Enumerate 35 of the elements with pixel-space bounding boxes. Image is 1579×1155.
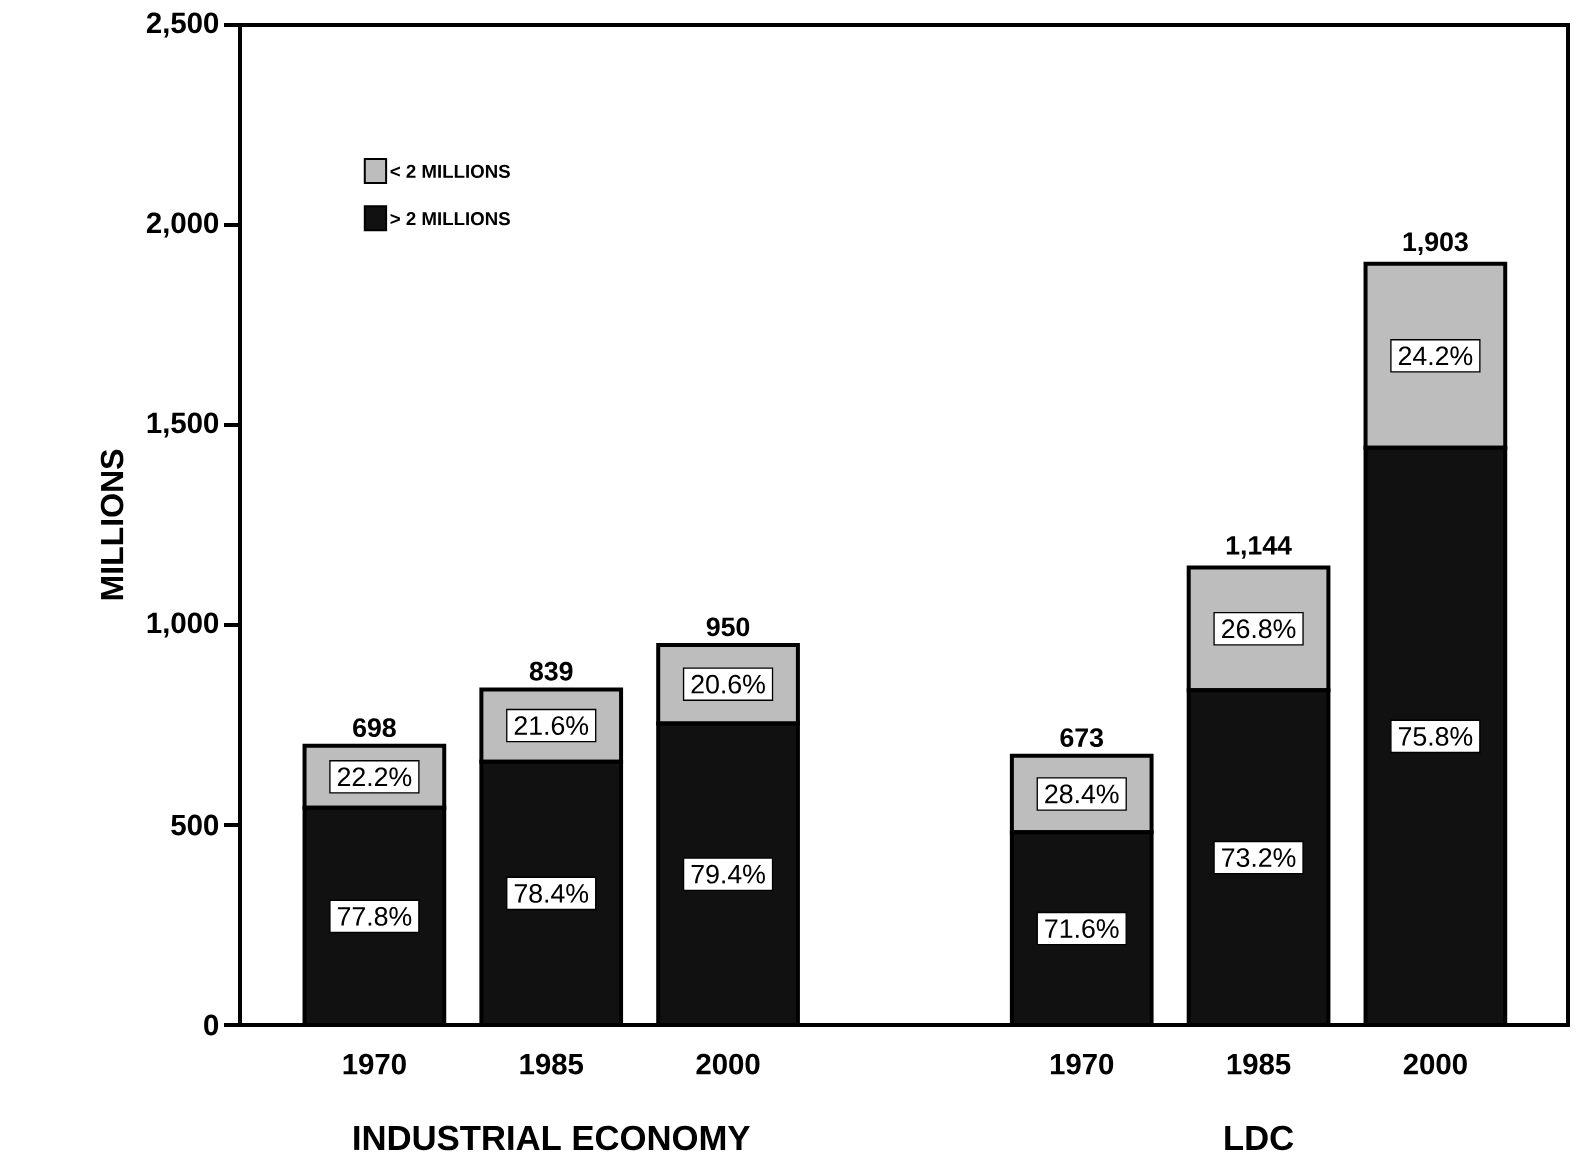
y-tick-label: 2,000	[146, 212, 219, 238]
legend-label: < 2 MILLIONS	[390, 164, 510, 178]
annotation: 20.6%	[691, 674, 765, 694]
annotation: 24.2%	[1398, 346, 1473, 366]
x-tick-label: 1970	[1050, 1053, 1114, 1075]
y-tick-label: 2,500	[146, 12, 219, 38]
annotation: 71.6%	[1045, 919, 1119, 939]
x-tick-label: 2000	[696, 1053, 760, 1075]
x-tick-label: 1985	[1227, 1053, 1291, 1075]
total-label: 1,903	[1403, 232, 1468, 256]
x-tick-label: 1970	[343, 1053, 406, 1075]
text: LDC	[1225, 1125, 1294, 1151]
legend-label: > 2 MILLIONS	[390, 212, 510, 226]
x-tick-label: 1985	[520, 1053, 584, 1075]
annotation: 78.4%	[514, 883, 589, 903]
annotation: 26.8%	[1222, 619, 1296, 639]
total-label: 673	[1060, 728, 1103, 748]
y-tick-label: 1,000	[147, 612, 219, 638]
total-label: 950	[706, 617, 750, 637]
text: INDUSTRIAL ECONOMY	[354, 1125, 750, 1151]
x-tick-label: 2000	[1403, 1053, 1467, 1075]
annotation: 28.4%	[1045, 784, 1119, 804]
y-axis-title: MILLIONS	[100, 449, 124, 600]
annotation: 79.4%	[691, 864, 765, 884]
annotation: 22.2%	[337, 767, 412, 787]
y-tick-label: 500	[171, 814, 219, 836]
annotation: 21.6%	[514, 716, 589, 736]
total-label: 698	[353, 718, 396, 738]
total-label: 1,144	[1226, 536, 1292, 559]
y-tick-label: 0	[204, 1014, 219, 1036]
annotation: 73.2%	[1222, 848, 1296, 868]
annotation: 75.8%	[1398, 726, 1473, 746]
annotation: 77.8%	[337, 906, 412, 926]
total-label: 839	[529, 661, 573, 681]
y-tick-label: 1,500	[147, 412, 219, 438]
